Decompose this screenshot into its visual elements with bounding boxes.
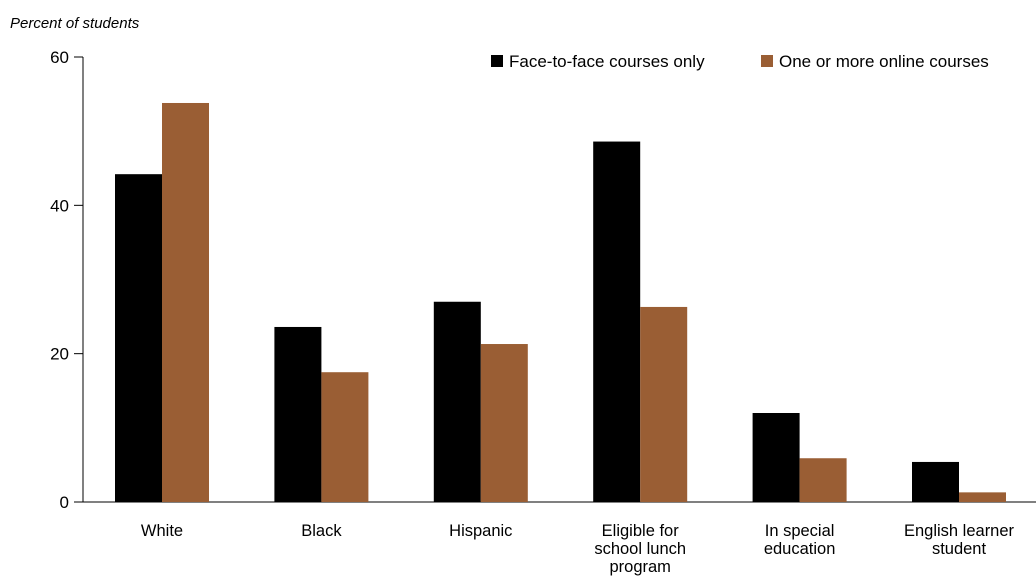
legend: Face-to-face courses only One or more onl… bbox=[491, 52, 989, 71]
bar bbox=[321, 372, 369, 502]
x-tick-label: In special education bbox=[764, 522, 836, 558]
x-tick-label: English learner student bbox=[904, 522, 1015, 558]
y-tick-label: 0 bbox=[60, 493, 69, 512]
x-tick-label: White bbox=[141, 522, 183, 540]
x-axis-labels: White Black Hispanic Eligible for school lun… bbox=[141, 522, 1015, 576]
legend-swatch bbox=[491, 55, 503, 67]
legend-swatch bbox=[761, 55, 773, 67]
bar bbox=[959, 492, 1006, 502]
y-axis-label: Percent of students bbox=[10, 15, 140, 32]
bar bbox=[799, 458, 847, 502]
bar bbox=[593, 141, 641, 503]
bar bbox=[640, 306, 688, 502]
y-tick-label: 40 bbox=[50, 196, 69, 215]
bar bbox=[274, 326, 322, 502]
y-tick-label: 20 bbox=[50, 345, 69, 364]
axes: 0 20 40 60 bbox=[50, 48, 1036, 512]
bar bbox=[115, 174, 162, 502]
bar bbox=[480, 344, 528, 502]
bar bbox=[162, 102, 209, 502]
legend-label: Face-to-face courses only bbox=[509, 52, 705, 71]
bar bbox=[912, 461, 959, 502]
x-tick-label: Eligible for school lunch program bbox=[594, 522, 686, 576]
legend-label: One or more online courses bbox=[779, 52, 989, 71]
bars bbox=[115, 102, 1006, 503]
x-tick-label: Black bbox=[301, 522, 342, 540]
y-tick-label: 60 bbox=[50, 48, 69, 67]
bar bbox=[433, 301, 481, 502]
bar bbox=[752, 413, 800, 502]
x-tick-label: Hispanic bbox=[449, 522, 512, 540]
